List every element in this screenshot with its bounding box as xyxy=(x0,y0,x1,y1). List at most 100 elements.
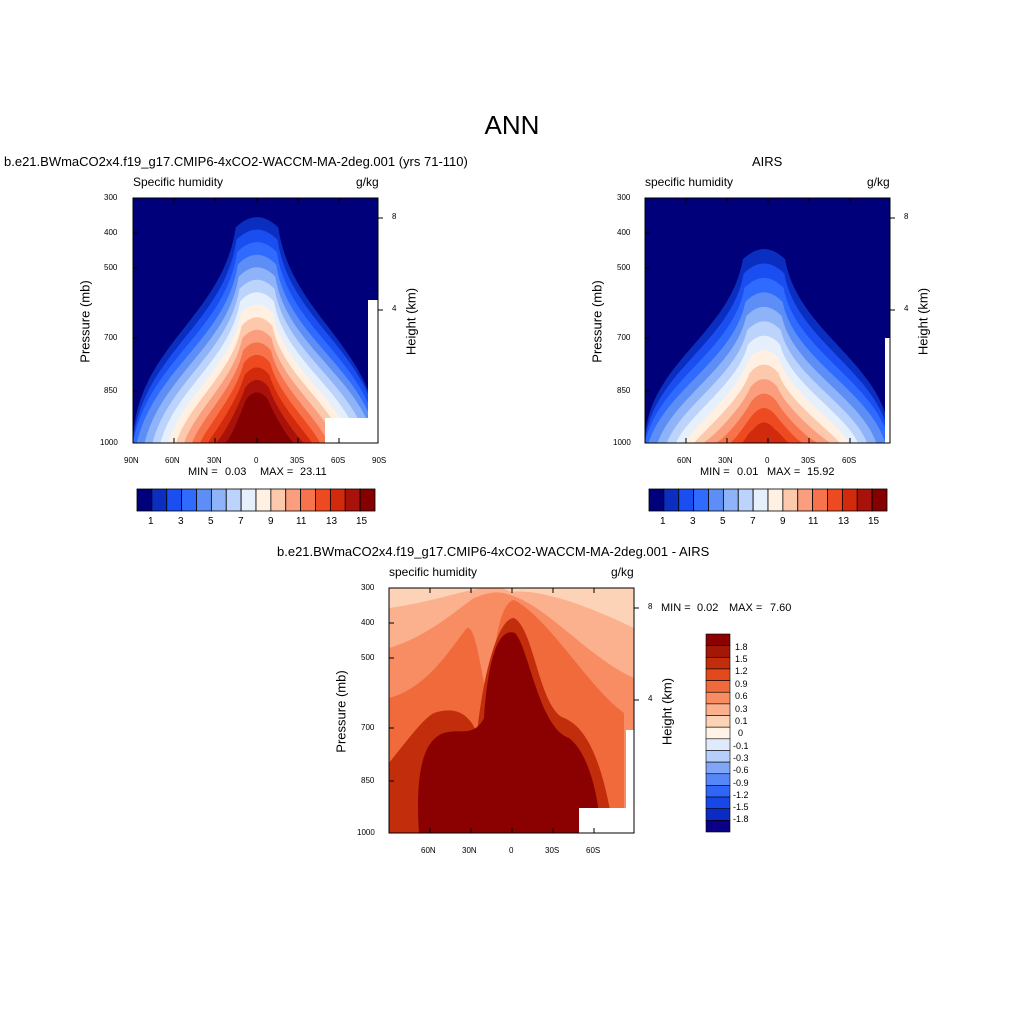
diff-cbar-label: 0.1 xyxy=(735,716,748,726)
model-ytick: 850 xyxy=(104,386,118,395)
model-colorbar-box xyxy=(285,488,302,512)
model-missing-data xyxy=(325,418,378,443)
diff-cbar-label: -0.9 xyxy=(733,778,749,788)
model-max-value: 23.11 xyxy=(300,466,327,478)
diff-colorbar-box xyxy=(705,738,731,751)
model-variable-label: Specific humidity xyxy=(133,175,224,189)
model-cbar-label: 9 xyxy=(268,516,274,527)
model-ytick: 500 xyxy=(104,263,118,272)
diff-cbar-label: -1.2 xyxy=(733,790,749,800)
obs-colorbar-box xyxy=(648,488,665,512)
obs-panel-title: AIRS xyxy=(752,154,783,169)
obs-variable-label: specific humidity xyxy=(645,175,734,189)
diff-xtick: 0 xyxy=(509,846,514,855)
obs-cbar-label: 9 xyxy=(780,516,786,527)
diff-contour-band xyxy=(418,632,601,833)
obs-ytick: 300 xyxy=(617,193,631,202)
obs-cbar-label: 1 xyxy=(660,516,666,527)
diff-cbar-label: 1.2 xyxy=(735,666,748,676)
obs-xtick: 0 xyxy=(765,456,770,465)
obs-max-value: 15.92 xyxy=(807,466,835,478)
diff-colorbar-box xyxy=(705,796,731,810)
model-min-value: 0.03 xyxy=(225,466,247,478)
diff-max-label: MAX = xyxy=(729,602,763,614)
model-min-label: MIN = xyxy=(188,466,218,478)
obs-xtick: 30N xyxy=(718,456,733,465)
model-colorbar-box xyxy=(151,488,168,512)
model-axes-frame xyxy=(132,197,379,444)
diff-colorbar-box xyxy=(705,680,731,693)
diff-ytick: 1000 xyxy=(357,828,375,837)
model-cbar-label: 11 xyxy=(296,516,307,527)
obs-colorbar-box xyxy=(841,488,858,512)
model-colorbar-box xyxy=(166,488,183,512)
model-xtick: 90N xyxy=(124,456,139,465)
obs-colorbar-box xyxy=(812,488,828,512)
diff-cbar-label: -1.5 xyxy=(733,802,749,812)
diff-colorbar-box xyxy=(705,750,731,763)
obs-ytick: 850 xyxy=(617,386,631,395)
obs-ytick: 400 xyxy=(617,228,631,237)
model-colorbar-box xyxy=(344,488,361,512)
diff-xtick: 30N xyxy=(462,846,477,855)
model-contour-band xyxy=(223,392,297,443)
diff-ytick: 700 xyxy=(361,723,375,732)
model-xtick: 60N xyxy=(165,456,180,465)
model-colorbar-box xyxy=(255,488,272,512)
diff-panel-title: b.e21.BWmaCO2x4.f19_g17.CMIP6-4xCO2-WACC… xyxy=(277,544,710,559)
model-colorbar-box xyxy=(181,488,197,512)
diff-units-label: g/kg xyxy=(611,565,634,579)
obs-cbar-label: 5 xyxy=(720,516,726,527)
model-xtick: 30S xyxy=(290,456,305,465)
diff-colorbar-box xyxy=(705,703,731,716)
diff-cbar-label: -0.3 xyxy=(733,753,749,763)
model-cbar-label: 7 xyxy=(238,516,244,527)
diff-missing-data xyxy=(579,808,634,833)
diff-ytick: 500 xyxy=(361,653,375,662)
model-colorbar-box xyxy=(315,488,331,512)
obs-height-tick: 4 xyxy=(904,304,909,313)
model-colorbar-box xyxy=(270,488,287,512)
obs-xtick: 30S xyxy=(801,456,816,465)
diff-colorbar-box xyxy=(705,773,731,786)
diff-cbar-label: 0.3 xyxy=(735,704,748,714)
obs-colorbar-box xyxy=(871,488,888,512)
model-panel-title: b.e21.BWmaCO2x4.f19_g17.CMIP6-4xCO2-WACC… xyxy=(4,154,468,169)
obs-cbar-label: 7 xyxy=(750,516,756,527)
obs-missing-data xyxy=(885,338,890,443)
diff-cbar-label: -0.6 xyxy=(733,765,749,775)
diff-cbar-label: 0 xyxy=(738,728,744,738)
obs-xtick: 60N xyxy=(677,456,692,465)
diff-min-label: MIN = xyxy=(661,602,691,614)
figure-title: ANN xyxy=(484,110,540,140)
diff-colorbar-box xyxy=(705,785,731,798)
diff-xtick: 30S xyxy=(545,846,560,855)
diff-colorbar-box xyxy=(705,820,731,833)
obs-ytick: 500 xyxy=(617,263,631,272)
obs-colorbar-box xyxy=(693,488,709,512)
obs-ytick: 1000 xyxy=(613,438,631,447)
diff-ytick: 400 xyxy=(361,618,375,627)
model-ytick: 300 xyxy=(104,193,118,202)
diff-colorbar-box xyxy=(705,726,731,740)
obs-xtick: 60S xyxy=(842,456,857,465)
model-cbar-label: 15 xyxy=(356,516,368,527)
diff-colorbar-box xyxy=(705,633,731,646)
diff-xtick: 60S xyxy=(586,846,601,855)
model-max-label: MAX = xyxy=(260,466,294,478)
obs-colorbar-box xyxy=(678,488,695,512)
model-height-tick: 8 xyxy=(392,212,397,221)
diff-colorbar-box xyxy=(705,715,731,728)
diff-height-tick: 4 xyxy=(648,694,653,703)
model-xtick: 90S xyxy=(372,456,387,465)
obs-colorbar-box xyxy=(827,488,843,512)
diff-ytick: 300 xyxy=(361,583,375,592)
model-cbar-label: 13 xyxy=(326,516,338,527)
model-ytick: 400 xyxy=(104,228,118,237)
obs-cbar-label: 13 xyxy=(838,516,850,527)
obs-colorbar-box xyxy=(782,488,799,512)
diff-field xyxy=(389,588,634,833)
diff-cbar-label: -1.8 xyxy=(733,814,749,824)
model-missing-data xyxy=(368,300,378,420)
